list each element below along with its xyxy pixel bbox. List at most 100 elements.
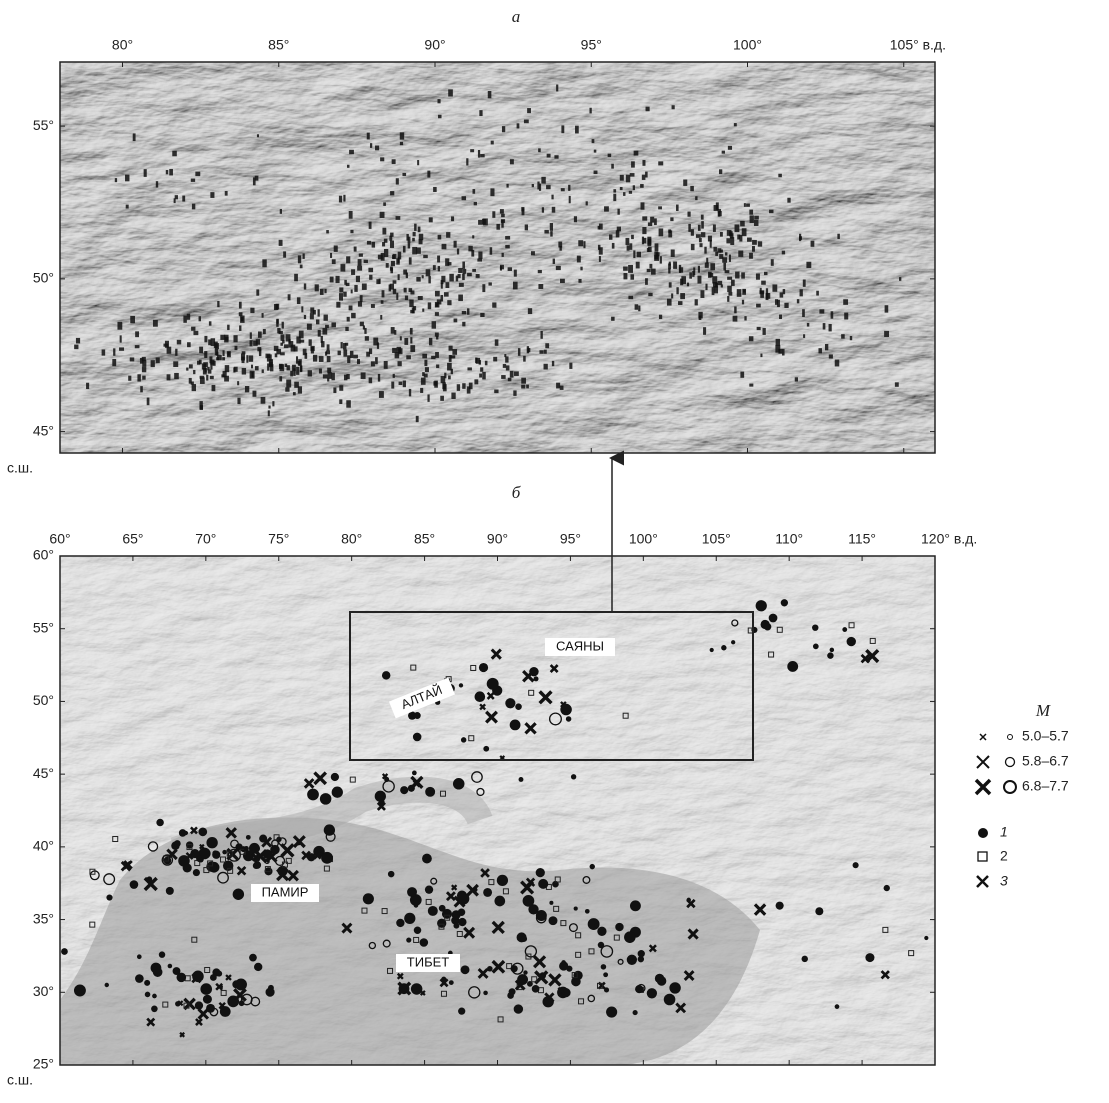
epicenter [812,624,818,630]
epicenter [645,172,648,178]
epicenter [469,383,473,390]
epicenter [343,350,347,357]
epicenter [414,712,421,719]
epicenter [407,887,417,897]
epicenter [539,350,543,354]
epicenter [339,385,343,391]
epicenter [400,132,404,139]
epicenter [654,218,657,225]
epicenter [703,327,706,335]
epicenter [211,338,215,346]
lon-tick-label: 80° [341,531,362,547]
epicenter [669,982,680,993]
epicenter [540,331,542,339]
epicenter [276,349,281,354]
epicenter [648,222,652,226]
epicenter [749,384,753,387]
epicenter [400,336,402,340]
epicenter [115,178,117,182]
epicenter [382,290,385,297]
epicenter [418,227,421,233]
epicenter [594,924,598,928]
epicenter [733,316,738,322]
epicenter [235,979,247,991]
epicenter [333,387,336,393]
epicenter [787,198,790,203]
epicenter [547,154,551,158]
epicenter [380,315,382,320]
epicenter [371,361,375,366]
epicenter [456,276,458,282]
epicenter [566,716,571,721]
epicenter [189,378,192,384]
epicenter [472,189,475,194]
epicenter [759,290,764,294]
epicenter [74,985,86,997]
epicenter [163,344,168,347]
epicenter [865,953,874,962]
epicenter [710,263,715,270]
epicenter [286,379,291,387]
epicenter [254,963,262,971]
epicenter [233,889,244,900]
epicenter [432,321,436,329]
epicenter [636,262,640,269]
epicenter [676,287,678,294]
epicenter [365,336,369,341]
epicenter [403,381,406,388]
epicenter [713,224,716,231]
epicenter [522,208,525,215]
epicenter [700,290,704,298]
epicenter [454,319,458,323]
epicenter [615,923,623,931]
epicenter [604,987,609,992]
epicenter [538,270,542,273]
epicenter [806,262,811,268]
epicenter [253,177,256,185]
epicenter [280,343,283,346]
epicenter [246,355,248,363]
epicenter [339,399,342,404]
epicenter [389,236,392,241]
epicenter [287,365,290,370]
epicenter [523,970,527,974]
epicenter [303,349,307,356]
epicenter [829,354,833,358]
epicenter [336,276,340,283]
epicenter [193,331,198,335]
lon-tick-label: 90° [487,531,508,547]
epicenter [655,243,659,251]
epicenter [506,184,508,188]
epicenter [803,279,806,286]
epicenter [212,385,216,391]
epicenter [772,284,777,291]
epicenter [633,1010,638,1015]
epicenter [350,351,353,358]
epicenter [197,361,200,365]
epicenter [200,983,212,995]
epicenter [741,272,745,278]
epicenter [268,406,270,409]
epicenter [324,315,328,321]
lat-tick-label: 50° [33,692,54,708]
epicenter [670,217,673,221]
epicenter [153,320,158,327]
lon-tick-label: 115° [848,531,876,547]
epicenter [626,175,630,183]
epicenter [699,243,702,247]
epicenter [192,384,196,391]
epicenter [623,273,627,279]
epicenter [402,173,406,176]
epicenter [392,348,397,353]
epicenter [496,224,499,230]
epicenter [328,372,332,379]
epicenter [695,196,697,200]
lon-tick-label: 60° [49,531,70,547]
epicenter [704,247,706,254]
epicenter [359,253,363,256]
epicenter [676,205,679,211]
epicenter [884,331,889,337]
epicenter [459,283,464,287]
epicenter [648,293,652,296]
epicenter [664,994,676,1006]
